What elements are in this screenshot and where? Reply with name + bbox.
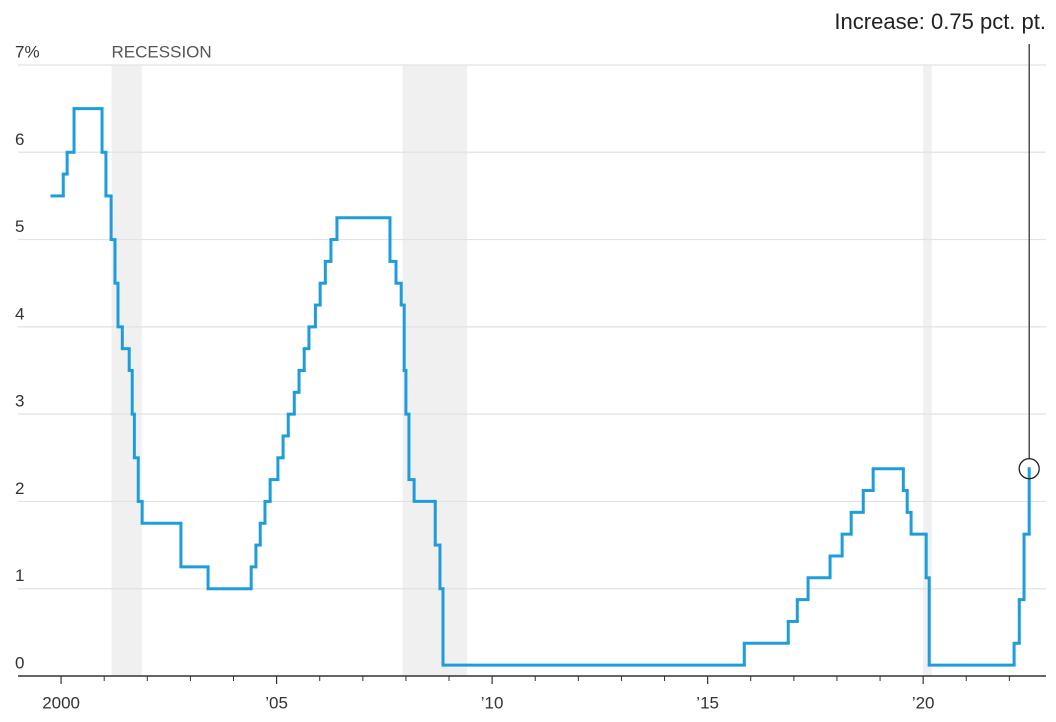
y-tick-label: 1 [15,566,24,585]
y-tick-label: 4 [15,304,24,323]
recession-band [923,65,932,676]
x-tick-label: 2000 [42,693,80,712]
y-tick-label: 3 [15,392,24,411]
recession-band [111,65,142,676]
y-tick-label: 5 [15,217,24,236]
recession-band [402,65,468,676]
x-tick-label: ’15 [696,693,719,712]
recession-label: RECESSION [112,42,212,61]
y-tick-label: 2 [15,479,24,498]
annotation-marker [1018,458,1040,480]
x-tick-label: ’05 [265,693,288,712]
y-tick-label: 6 [15,130,24,149]
y-tick-label: 0 [15,653,24,672]
y-tick-label: 7% [15,42,40,61]
x-tick-label: ’10 [481,693,504,712]
annotation: Increase: 0.75 pct. pt. [834,9,1046,34]
x-tick-label: ’20 [912,693,935,712]
